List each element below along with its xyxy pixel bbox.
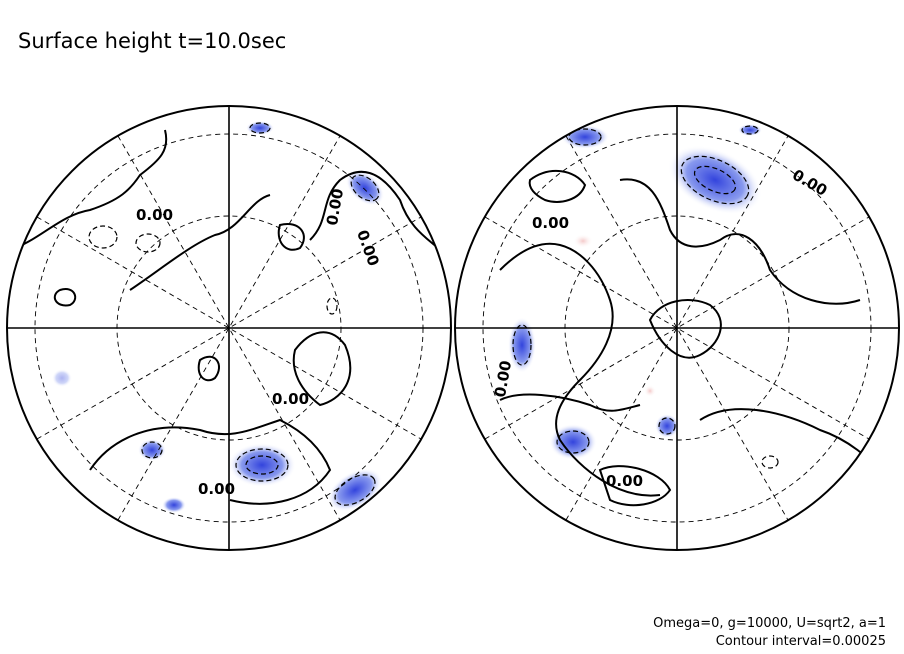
contour-label: 0.00 xyxy=(198,480,235,498)
contour-label: 0.00 xyxy=(532,214,569,232)
contour-label: 0.00 xyxy=(353,228,383,269)
right-grid xyxy=(454,105,900,551)
left-hemisphere xyxy=(9,121,441,513)
right-hemisphere xyxy=(499,124,881,507)
title: Surface height t=10.0sec xyxy=(18,29,286,53)
contour-label: 0.00 xyxy=(606,472,643,490)
contour-label: 0.00 xyxy=(323,187,347,227)
contour-label: 0.00 xyxy=(272,390,309,408)
contour-label: 0.00 xyxy=(789,166,830,200)
contour-label: 0.00 xyxy=(491,359,515,399)
contour-interval-note: Contour interval=0.00025 xyxy=(716,634,886,649)
left-grid xyxy=(6,105,452,551)
contour-label: 0.00 xyxy=(136,206,173,224)
contours xyxy=(9,122,441,506)
parameters-note: Omega=0, g=10000, U=sqrt2, a=1 xyxy=(653,616,886,631)
